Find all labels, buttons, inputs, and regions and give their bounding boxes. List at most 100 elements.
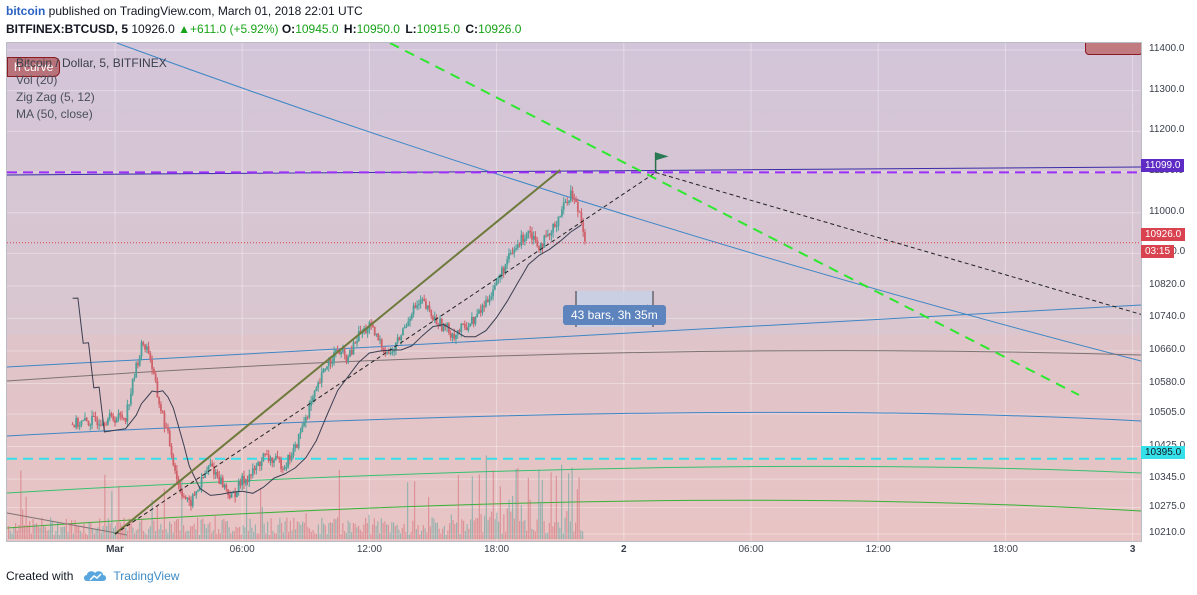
volume-bar bbox=[109, 523, 111, 539]
candle-body bbox=[338, 350, 341, 355]
candle-body bbox=[442, 323, 445, 331]
candle-body bbox=[289, 454, 291, 461]
volume-bar bbox=[15, 523, 17, 539]
candle-body bbox=[91, 415, 93, 425]
vol-indicator-label[interactable]: Vol (20) bbox=[16, 73, 58, 87]
candle-body bbox=[87, 421, 90, 426]
last-price: 10926.0 bbox=[131, 22, 175, 36]
volume-bar bbox=[242, 525, 244, 539]
candle-body bbox=[158, 397, 161, 405]
volume-bar bbox=[419, 534, 421, 539]
volume-bar bbox=[501, 533, 503, 539]
volume-bar bbox=[400, 533, 402, 539]
candle-body bbox=[525, 233, 528, 239]
candle-body bbox=[449, 332, 452, 338]
volume-bar bbox=[387, 524, 389, 539]
volume-bar bbox=[46, 530, 48, 539]
volume-bar bbox=[43, 526, 45, 539]
candle-body bbox=[326, 366, 328, 370]
volume-bar bbox=[573, 531, 575, 539]
candle-body bbox=[105, 424, 108, 426]
volume-bar bbox=[177, 519, 179, 539]
volume-bar bbox=[58, 534, 60, 539]
volume-bar bbox=[277, 524, 279, 539]
candle-body bbox=[470, 316, 473, 324]
chart-svg[interactable] bbox=[7, 43, 1141, 541]
candle-body bbox=[334, 349, 337, 353]
candle-body bbox=[301, 426, 304, 433]
volume-bar bbox=[163, 488, 165, 539]
top-right-badge[interactable] bbox=[1085, 43, 1141, 55]
candle-body bbox=[343, 349, 346, 355]
candle-body bbox=[308, 405, 311, 418]
candle-body bbox=[89, 424, 92, 426]
candle-body bbox=[165, 427, 168, 429]
volume-bar bbox=[71, 520, 73, 539]
volume-bar bbox=[344, 531, 346, 539]
candle-body bbox=[576, 202, 579, 212]
candle-body bbox=[462, 323, 464, 325]
candle-body bbox=[221, 477, 224, 488]
candle-body bbox=[356, 341, 358, 344]
volume-bar bbox=[393, 522, 395, 539]
volume-bar bbox=[454, 524, 456, 539]
volume-bar bbox=[258, 533, 260, 539]
candle-body bbox=[137, 362, 139, 366]
tradingview-link[interactable]: TradingView bbox=[113, 569, 180, 583]
volume-bar bbox=[247, 530, 249, 539]
volume-bar bbox=[324, 525, 326, 539]
volume-bar bbox=[268, 534, 270, 539]
publisher-link[interactable]: bitcoin bbox=[6, 4, 46, 18]
volume-bar bbox=[461, 519, 463, 539]
volume-bar bbox=[198, 534, 200, 539]
candle-body bbox=[384, 350, 387, 354]
price-axis[interactable]: 11400.011300.011200.011100.011000.010900… bbox=[1141, 42, 1197, 542]
h-curve-badge[interactable]: h curve bbox=[7, 57, 61, 77]
ma-50-line bbox=[72, 224, 582, 496]
chart-area[interactable]: h curve Bitcoin / Dollar, 5, BITFINEX Vo… bbox=[6, 42, 1142, 542]
volume-bar bbox=[410, 531, 412, 539]
candle-body bbox=[536, 239, 539, 247]
candle-body bbox=[108, 413, 111, 419]
ma-indicator-label[interactable]: MA (50, close) bbox=[16, 107, 93, 121]
volume-bar bbox=[375, 525, 377, 539]
volume-bar bbox=[265, 533, 267, 539]
candle-body bbox=[98, 424, 100, 426]
volume-bar bbox=[251, 527, 253, 539]
candle-body bbox=[550, 232, 553, 236]
volume-bar bbox=[477, 518, 479, 539]
volume-bar bbox=[484, 515, 486, 539]
candle-body bbox=[389, 353, 392, 355]
volume-bar bbox=[386, 524, 388, 539]
zigzag-indicator-label[interactable]: Zig Zag (5, 12) bbox=[16, 90, 95, 104]
candle-body bbox=[211, 463, 214, 467]
volume-bar bbox=[555, 475, 557, 539]
volume-bar bbox=[389, 532, 391, 539]
low-value: 10915.0 bbox=[416, 22, 461, 36]
candle-body bbox=[126, 404, 129, 422]
candle-body bbox=[96, 420, 99, 426]
candle-body bbox=[117, 413, 120, 419]
candle-body bbox=[469, 323, 471, 327]
volume-bar bbox=[72, 533, 74, 539]
time-axis[interactable]: Mar 06:00 12:00 18:00 2 06:00 12:00 18:00 3 bbox=[6, 541, 1141, 559]
volume-bar bbox=[249, 518, 251, 539]
volume-bar bbox=[102, 526, 104, 539]
flag-icon bbox=[655, 152, 669, 161]
candle-body bbox=[80, 421, 83, 426]
candle-body bbox=[529, 230, 532, 233]
volume-bar bbox=[127, 530, 129, 539]
volume-bar bbox=[457, 475, 459, 539]
volume-bar bbox=[202, 518, 204, 539]
volume-bar bbox=[510, 511, 512, 539]
volume-bar bbox=[576, 489, 578, 539]
candle-body bbox=[584, 232, 586, 242]
candle-body bbox=[465, 327, 468, 331]
volume-bar bbox=[51, 521, 53, 539]
candle-body bbox=[218, 476, 221, 484]
volume-bar bbox=[564, 517, 566, 539]
volume-bar bbox=[219, 533, 221, 539]
candle-body bbox=[400, 335, 403, 341]
candle-body bbox=[569, 190, 572, 201]
volume-bar bbox=[253, 531, 255, 539]
